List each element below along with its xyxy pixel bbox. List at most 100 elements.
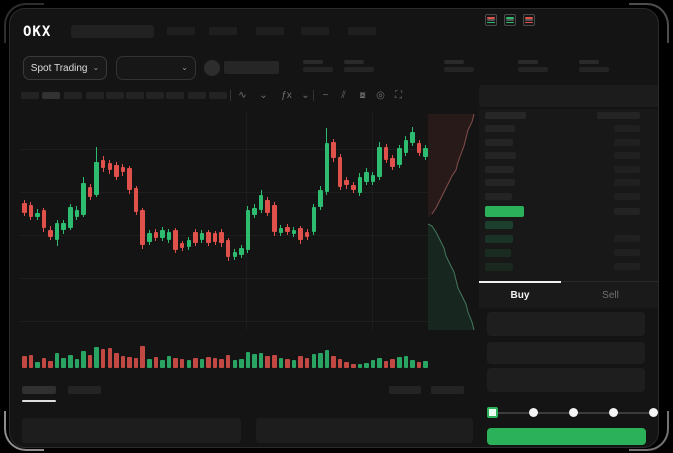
candle-body	[61, 223, 66, 230]
nav-item-placeholder-2[interactable]	[256, 27, 284, 35]
wave-icon[interactable]: ~	[322, 90, 329, 101]
timeframe-chip-4[interactable]	[106, 92, 124, 99]
candle-body	[265, 200, 270, 213]
chevron-down-icon[interactable]: ⌄	[259, 90, 268, 101]
pair-selector-dropdown[interactable]: ⌄	[116, 56, 196, 80]
indicator-zigzag-icon[interactable]: ∿	[238, 90, 247, 101]
stat-value-placeholder-1	[344, 67, 374, 72]
candle-body	[291, 230, 297, 234]
tab-sell[interactable]: Sell	[602, 290, 619, 301]
volume-bar	[291, 360, 297, 368]
timeframe-chip-1[interactable]	[42, 92, 60, 99]
order-input-field-1[interactable]	[487, 342, 645, 364]
bottom-action-chip-0[interactable]	[389, 386, 421, 394]
candle-body	[390, 158, 395, 167]
compare-icon[interactable]: ⫽	[341, 90, 346, 101]
volume-bar	[390, 359, 395, 368]
timeframe-chip-8[interactable]	[188, 92, 206, 99]
volume-bar	[153, 357, 159, 368]
candle-body	[258, 195, 264, 210]
book-combined-icon[interactable]	[485, 14, 497, 26]
candle-body	[100, 160, 106, 168]
ask-amount-placeholder	[614, 152, 640, 159]
submit-buy-button[interactable]	[487, 428, 646, 445]
active-bottom-tab-underline	[22, 400, 56, 402]
gridline-h	[20, 321, 428, 322]
candle-body	[252, 208, 257, 215]
book-bids-icon[interactable]	[504, 14, 516, 26]
top-nav: OKX	[10, 9, 658, 49]
candle-body	[272, 205, 277, 232]
volume-bar	[285, 359, 290, 368]
okx-logo: OKX	[23, 24, 52, 40]
orderbook-toolbar	[479, 85, 658, 107]
volume-bar	[370, 360, 376, 368]
ask-price-placeholder[interactable]	[485, 125, 515, 132]
ask-price-placeholder[interactable]	[485, 192, 512, 200]
positions-tab-placeholder-0[interactable]	[22, 386, 56, 394]
volume-bar	[351, 364, 356, 368]
volume-bar	[225, 355, 231, 368]
volume-bar	[133, 358, 139, 368]
market-selector-button[interactable]: Spot Trading ⌄	[23, 56, 107, 80]
fx-indicator-icon[interactable]: ƒx	[281, 90, 292, 101]
chevron-down-icon[interactable]: ⌄	[301, 90, 310, 101]
ask-price-placeholder[interactable]	[485, 138, 513, 146]
nav-item-placeholder-0[interactable]	[167, 27, 195, 35]
timeframe-chip-6[interactable]	[146, 92, 164, 99]
candle-body	[87, 187, 93, 197]
bid-price-placeholder[interactable]	[485, 249, 511, 257]
nav-search-placeholder[interactable]	[71, 25, 154, 38]
volume-bar	[127, 357, 132, 368]
timeframe-chip-0[interactable]	[21, 92, 39, 99]
volume-bar	[41, 358, 47, 368]
nav-item-placeholder-1[interactable]	[209, 27, 237, 35]
bid-price-placeholder[interactable]	[485, 235, 513, 243]
candle-body	[74, 210, 80, 217]
volume-bar	[68, 355, 73, 368]
candle-body	[225, 240, 231, 257]
bid-price-placeholder[interactable]	[485, 221, 513, 229]
tab-buy[interactable]: Buy	[510, 290, 530, 301]
timeframe-chip-2[interactable]	[64, 92, 82, 99]
chevron-down-icon: ⌄	[92, 63, 100, 72]
slider-stop-1[interactable]	[529, 408, 538, 417]
slider-stop-4[interactable]	[649, 408, 658, 417]
candle-body	[120, 167, 126, 172]
order-input-field-2[interactable]	[487, 368, 645, 392]
candle-body	[107, 163, 113, 170]
settings-icon[interactable]: ◎	[376, 90, 385, 101]
bottom-action-chip-1[interactable]	[431, 386, 464, 394]
candle-body	[127, 168, 132, 190]
ask-price-placeholder[interactable]	[485, 152, 516, 159]
ask-price-placeholder[interactable]	[485, 179, 515, 186]
ask-price-placeholder[interactable]	[485, 165, 514, 173]
timeframe-chip-7[interactable]	[166, 92, 184, 99]
slider-stop-3[interactable]	[609, 408, 618, 417]
fullscreen-icon[interactable]: ⛶	[395, 90, 402, 101]
slider-stop-0[interactable]	[487, 407, 498, 418]
gridline-h	[20, 278, 428, 279]
candle-body	[147, 233, 152, 242]
camera-icon[interactable]: ⧇	[359, 90, 366, 101]
positions-tab-placeholder-1[interactable]	[68, 386, 101, 394]
stat-value-placeholder-4	[579, 67, 609, 72]
volume-bar	[416, 362, 422, 368]
slider-stop-2[interactable]	[569, 408, 578, 417]
timeframe-chip-9[interactable]	[209, 92, 227, 99]
candle-body	[173, 230, 178, 250]
bid-amount-placeholder	[614, 249, 640, 256]
bid-price-placeholder[interactable]	[485, 263, 513, 271]
volume-bar	[81, 351, 86, 368]
timeframe-chip-3[interactable]	[86, 92, 104, 99]
candlestick-chart[interactable]	[20, 112, 428, 372]
book-asks-icon[interactable]	[523, 14, 535, 26]
order-input-field-0[interactable]	[487, 312, 645, 336]
volume-bar	[318, 353, 323, 368]
nav-item-placeholder-3[interactable]	[301, 27, 329, 35]
candle-body	[186, 240, 191, 247]
book-header-amount	[597, 112, 640, 119]
nav-item-placeholder-4[interactable]	[348, 27, 376, 35]
timeframe-chip-5[interactable]	[126, 92, 144, 99]
app-window: OKX Spot Trading ⌄ ⌄ ∿ ⌄ ƒx ⌄ ~ ⫽ ⧇ ◎ ⛶ Buy Sell	[9, 8, 659, 448]
